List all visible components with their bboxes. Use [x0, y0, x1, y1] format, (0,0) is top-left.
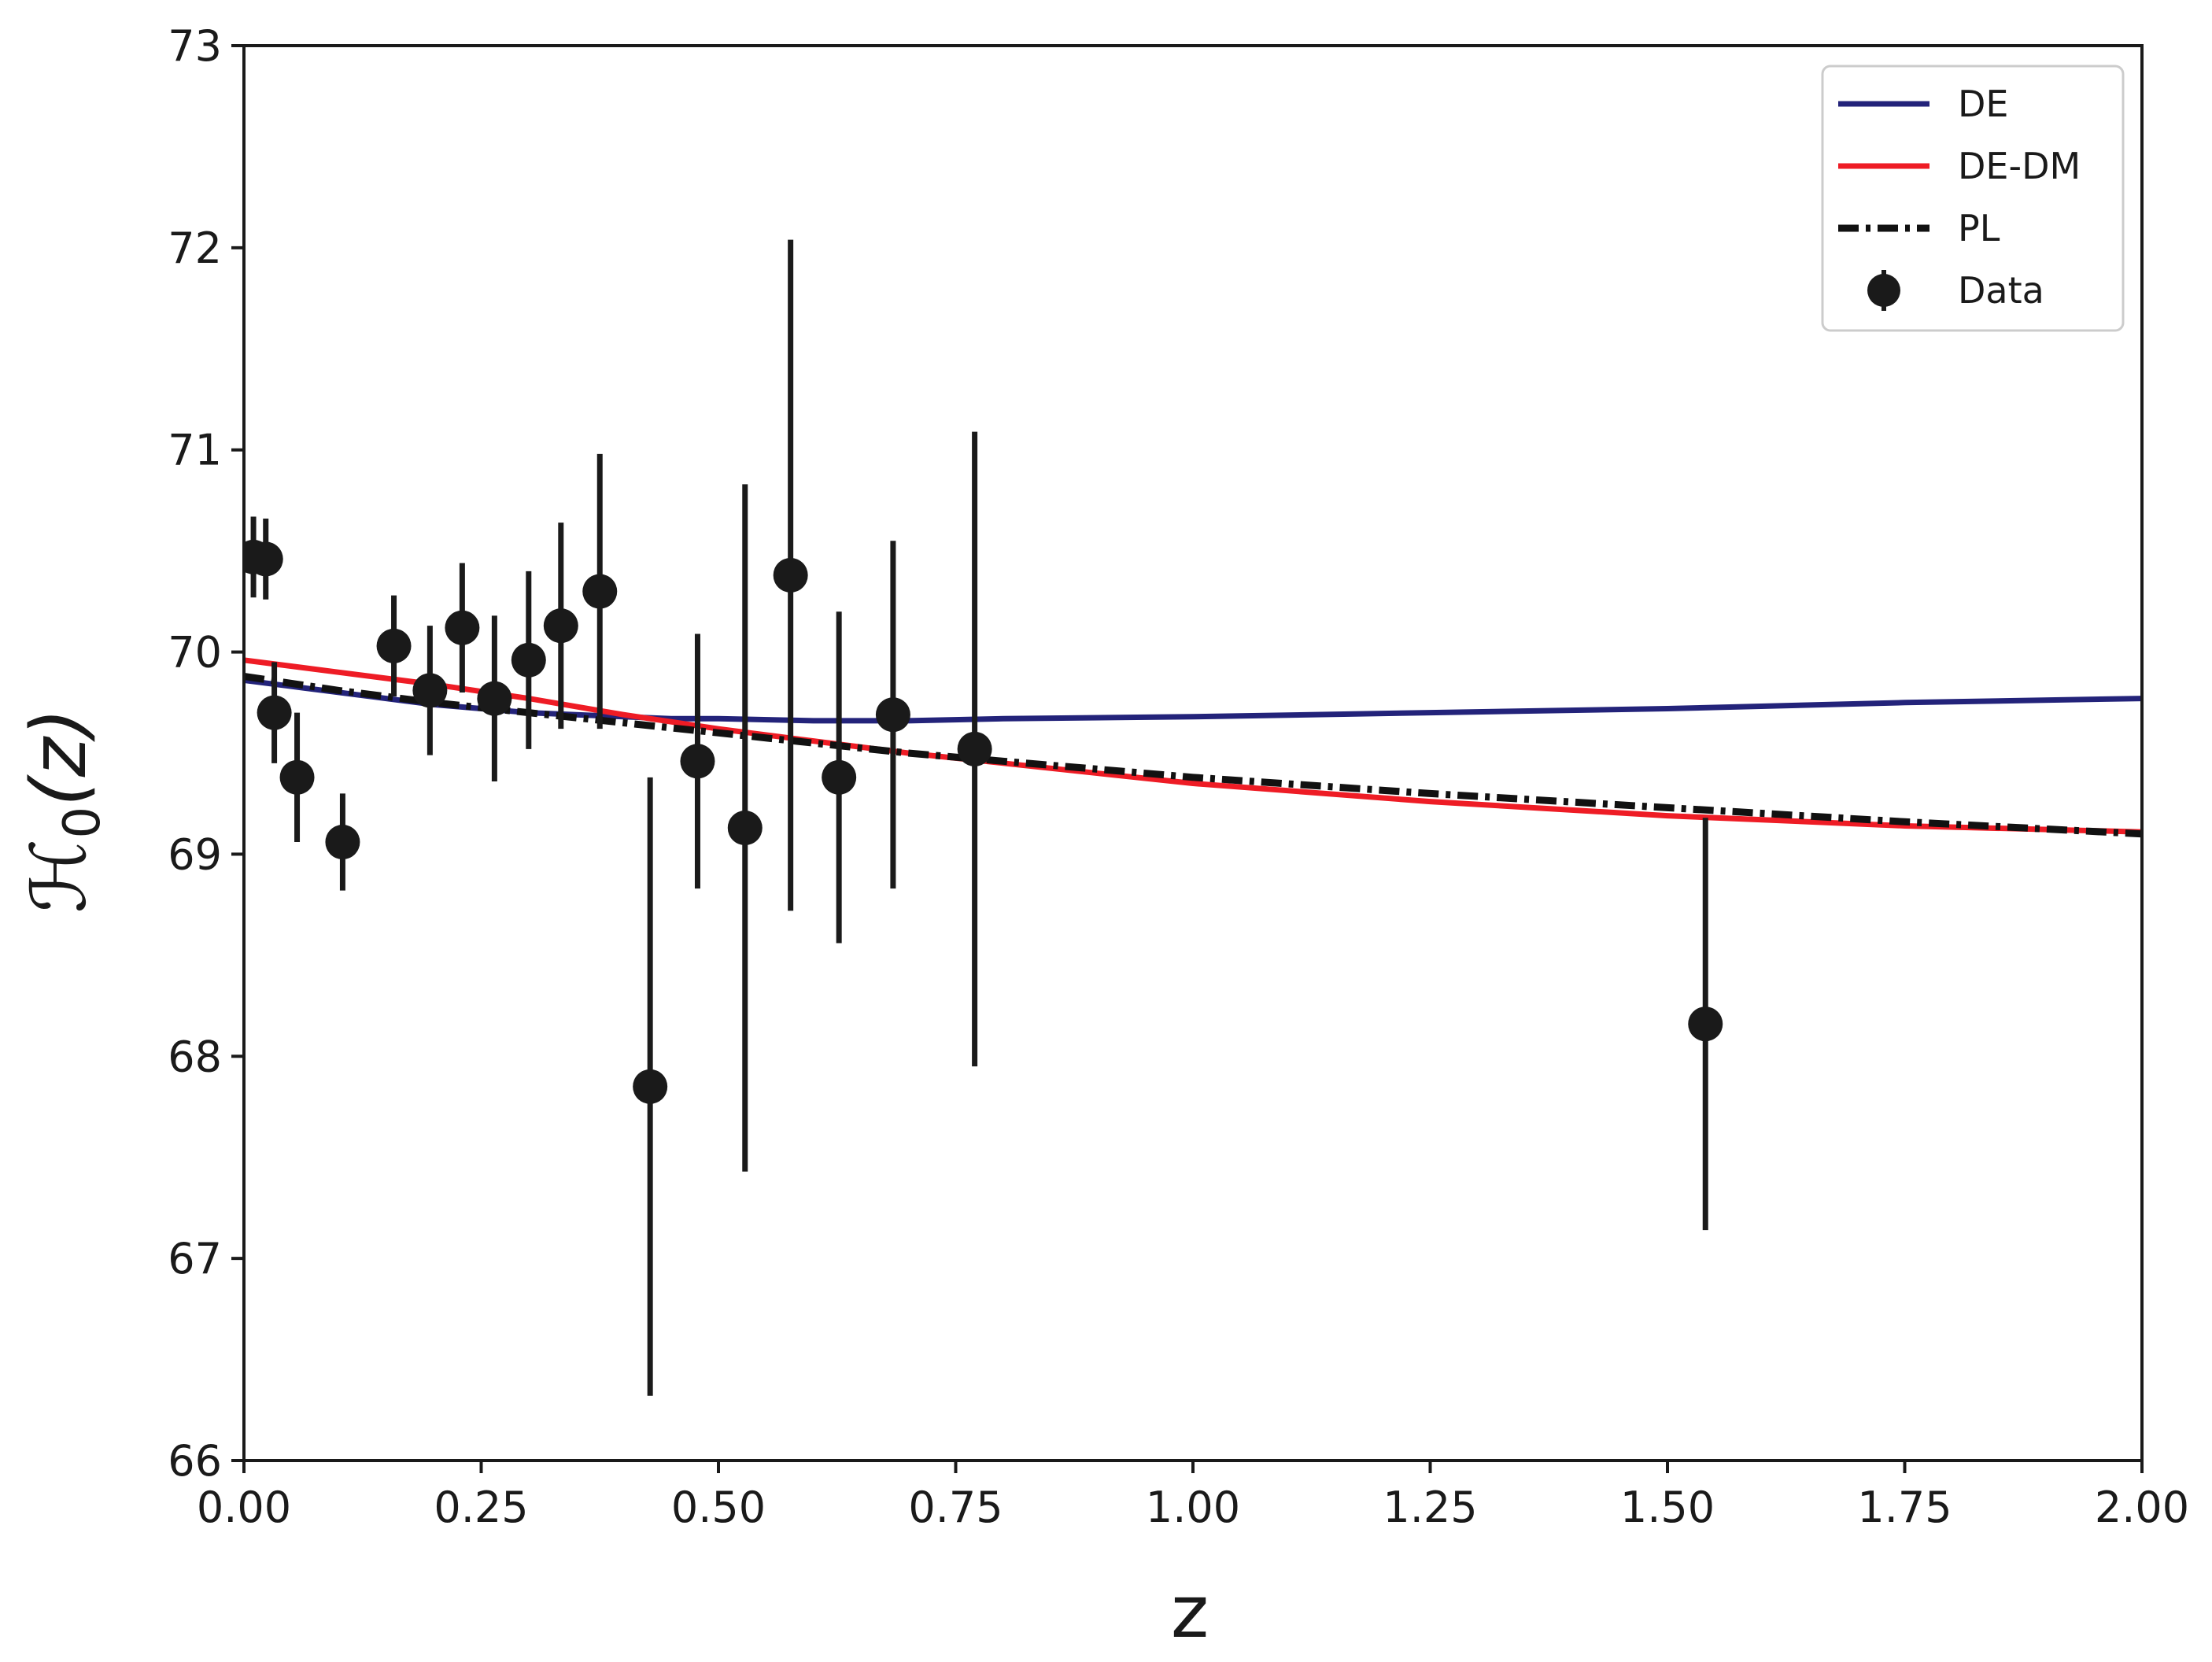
data-point	[875, 541, 910, 889]
y-tick-label: 71	[168, 426, 222, 475]
y-tick-label: 72	[168, 223, 222, 273]
data-point	[477, 615, 512, 781]
data-marker	[376, 628, 412, 663]
y-tick-label: 73	[168, 21, 222, 71]
data-marker	[773, 557, 808, 593]
data-marker	[279, 759, 315, 795]
y-axis-label-symbol: ℋ	[15, 839, 103, 914]
legend-label: DE	[1958, 83, 2009, 125]
data-marker	[822, 759, 857, 795]
data-marker	[412, 673, 448, 708]
svg-text:ℋ0(z): ℋ0(z)	[15, 708, 112, 914]
x-tick-label: 0.00	[197, 1483, 291, 1532]
y-tick-label: 69	[168, 829, 222, 879]
legend-item-data: Data	[1867, 269, 2044, 312]
data-point	[822, 611, 857, 944]
plot-area	[244, 239, 2142, 1396]
data-marker	[445, 610, 480, 645]
data-point	[248, 519, 283, 600]
data-marker	[543, 608, 578, 644]
x-tick-label: 1.25	[1383, 1483, 1477, 1532]
data-point	[325, 793, 360, 891]
data-point	[445, 563, 480, 692]
legend: DE DE-DM PL Data	[1821, 65, 2125, 332]
series-line-de	[244, 678, 2142, 724]
x-tick-label: 1.50	[1620, 1483, 1715, 1532]
data-point	[376, 595, 412, 697]
x-tick-label: 0.50	[671, 1483, 766, 1532]
legend-item-de-dm: DE-DM	[1838, 145, 2081, 187]
legend-label: DE-DM	[1958, 145, 2081, 187]
legend-item-pl: PL	[1838, 207, 2000, 249]
data-point	[279, 712, 315, 843]
data-point	[1688, 818, 1723, 1231]
y-axis-label-argument: (z)	[15, 708, 103, 807]
x-tick-label: 1.00	[1146, 1483, 1240, 1532]
data-marker	[957, 731, 992, 766]
data-point	[543, 523, 578, 729]
data-point	[633, 777, 668, 1396]
data-marker	[680, 744, 715, 779]
data-marker	[1688, 1006, 1723, 1042]
data-marker	[875, 697, 910, 733]
legend-label: PL	[1958, 207, 2000, 249]
legend-box	[1821, 65, 2125, 332]
legend-label: Data	[1958, 269, 2044, 312]
data-marker	[582, 574, 618, 609]
y-tick-label: 66	[168, 1436, 222, 1486]
data-point	[511, 571, 546, 749]
data-marker	[511, 642, 546, 678]
series-line-de-dm	[244, 657, 2142, 835]
data-point	[412, 626, 448, 755]
x-tick-label: 1.75	[1857, 1483, 1952, 1532]
data-point	[257, 662, 292, 763]
x-tick-label: 2.00	[2095, 1483, 2189, 1532]
data-marker	[633, 1069, 668, 1104]
y-axis-label-subscript: 0	[54, 807, 112, 839]
y-tick-label: 67	[168, 1234, 222, 1283]
legend-item-de: DE	[1838, 83, 2009, 125]
data-marker	[325, 825, 360, 860]
axes: 0.00 0.25 0.50 0.75 1.00 1.25 1.50 1.75 2.00 66 67…	[168, 21, 2189, 1532]
data-point	[727, 484, 763, 1172]
data-marker	[727, 811, 763, 846]
data-point	[773, 239, 808, 911]
data-point	[957, 431, 992, 1067]
y-tick-label: 68	[168, 1032, 222, 1081]
data-marker	[477, 681, 512, 716]
x-axis-label: z	[1171, 1570, 1209, 1654]
legend-swatch-marker	[1867, 274, 1900, 307]
data-marker	[248, 541, 283, 577]
plot-contents	[244, 239, 2142, 1396]
y-tick-label: 70	[168, 628, 222, 678]
y-axis-label: ℋ0(z)	[15, 708, 112, 914]
data-point	[680, 633, 715, 889]
x-tick-label: 0.75	[908, 1483, 1003, 1532]
x-tick-label: 0.25	[434, 1483, 528, 1532]
series-line-pl	[244, 672, 2142, 838]
data-point	[582, 453, 618, 729]
data-marker	[257, 695, 292, 730]
